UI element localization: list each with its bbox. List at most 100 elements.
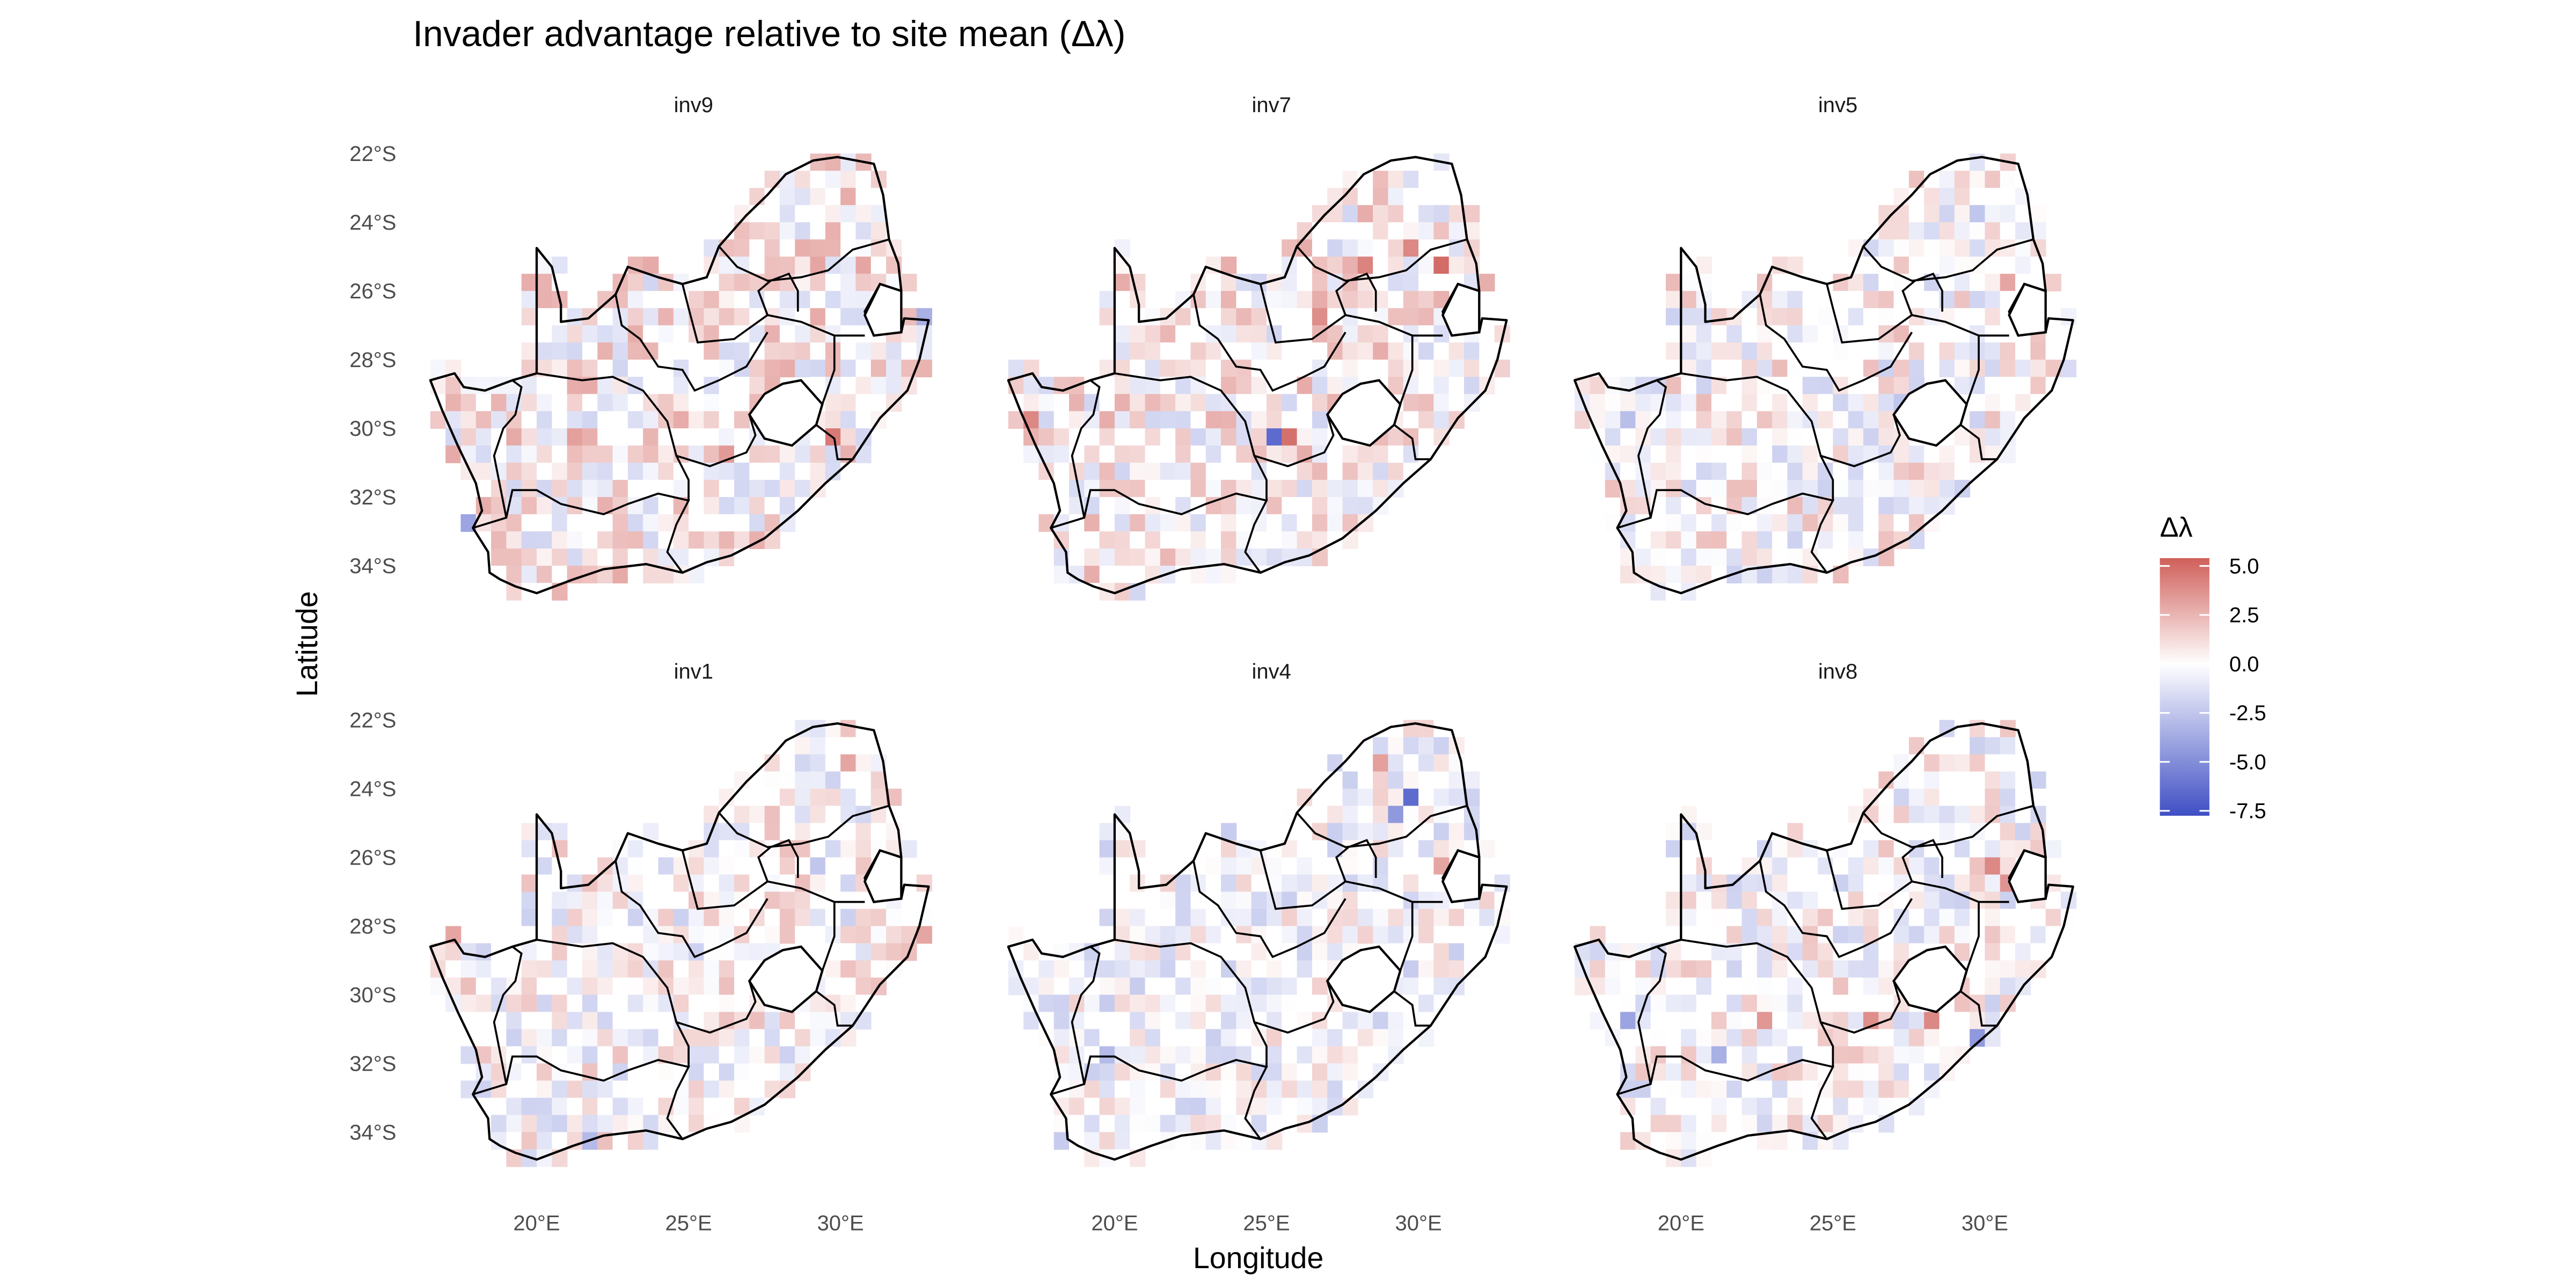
facet-label: inv5 [1818, 93, 1857, 117]
heatmap-cell [521, 514, 537, 532]
heatmap-cell [475, 1029, 492, 1047]
heatmap-cell [764, 239, 780, 258]
heatmap-cell [719, 1046, 735, 1064]
heatmap-cell [1236, 445, 1252, 464]
heatmap-cell [627, 977, 644, 996]
heatmap-cell [1666, 445, 1682, 464]
heatmap-cell [1772, 480, 1788, 498]
heatmap-cell [552, 342, 568, 361]
heatmap-cell [1114, 325, 1131, 343]
heatmap-cell [1863, 874, 1879, 892]
heatmap-cell [537, 239, 553, 258]
heatmap-cell [1236, 394, 1252, 412]
heatmap-cell [1681, 514, 1697, 532]
heatmap-cell [1954, 360, 1971, 378]
heatmap-cell [1772, 994, 1788, 1013]
heatmap-cell [1985, 943, 2001, 961]
heatmap-cell [1312, 411, 1328, 429]
heatmap-cell [1863, 411, 1879, 429]
heatmap-cell [1954, 737, 1971, 755]
heatmap-cell [491, 1115, 507, 1133]
heatmap-cell [1433, 891, 1450, 910]
heatmap-cell [825, 291, 841, 309]
heatmap-cell [870, 943, 887, 961]
heatmap-cell [1130, 1029, 1146, 1047]
heatmap-cell [460, 1046, 477, 1064]
heatmap-cell [1373, 771, 1389, 789]
heatmap-cell [1418, 1029, 1435, 1047]
heatmap-cell [475, 394, 492, 412]
heatmap-cell [1190, 1097, 1206, 1116]
heatmap-cell [582, 360, 598, 378]
heatmap-cell [1863, 857, 1879, 875]
heatmap-cell [445, 394, 462, 412]
heatmap-cell [597, 445, 613, 464]
province-border [1335, 272, 1377, 316]
heatmap-cell [1772, 428, 1788, 447]
heatmap-cell [1099, 1080, 1115, 1099]
heatmap-cell [1357, 222, 1374, 240]
heatmap-cell [1130, 377, 1146, 395]
heatmap-cell [704, 531, 720, 550]
heatmap-cell [1267, 977, 1283, 996]
heatmap-cell [658, 308, 674, 326]
heatmap-cell [643, 291, 659, 309]
heatmap-cell [1342, 1046, 1358, 1064]
heatmap-cell [689, 857, 705, 875]
heatmap-cell [627, 1097, 644, 1116]
heatmap-cell [689, 360, 705, 378]
heatmap-cell [1681, 857, 1697, 875]
heatmap-cell [1205, 926, 1221, 944]
heatmap-cell [825, 737, 841, 755]
heatmap-cell [1357, 909, 1374, 927]
heatmap-cell [795, 257, 811, 275]
heatmap-cell [810, 1029, 826, 1047]
heatmap-cell [1893, 1012, 1909, 1030]
heatmap-cell [567, 1097, 583, 1116]
heatmap-cell [1464, 360, 1480, 378]
heatmap-cell [1175, 308, 1191, 326]
heatmap-cell [1236, 874, 1252, 892]
heatmap-cell [1681, 531, 1697, 550]
heatmap-cell [658, 874, 674, 892]
heatmap-cell [1848, 342, 1864, 361]
heatmap-cell [1099, 1097, 1115, 1116]
heatmap-cell [1069, 531, 1085, 550]
heatmap-cell [1084, 531, 1100, 550]
heatmap-cell [1650, 463, 1666, 481]
heatmap-cell [521, 548, 537, 567]
heatmap-cell [825, 394, 841, 412]
heatmap-cell [704, 960, 720, 978]
heatmap-cell [1130, 874, 1146, 892]
heatmap-cell [1282, 428, 1298, 447]
country-outline [1007, 722, 1508, 1161]
heatmap-cell [612, 994, 628, 1013]
heatmap-cell [1418, 737, 1435, 755]
heatmap-cell [1924, 857, 1940, 875]
heatmap-cell [1666, 874, 1682, 892]
heatmap-cell [1650, 994, 1666, 1013]
heatmap-cell [1711, 1012, 1728, 1030]
heatmap-cell [825, 274, 841, 292]
heatmap-cell [597, 1029, 613, 1047]
heatmap-cell [1418, 222, 1435, 240]
heatmap-cell [1053, 445, 1070, 464]
heatmap-cell [1418, 291, 1435, 309]
heatmap-cell [1130, 891, 1146, 910]
heatmap-cell [1084, 1132, 1100, 1150]
heatmap-cell [673, 428, 689, 447]
heatmap-cell [1575, 360, 1591, 378]
heatmap-cell [1312, 514, 1328, 532]
heatmap-cell [1666, 531, 1682, 550]
heatmap-cell [689, 1046, 705, 1064]
color-legend: Δλ 5.02.50.0-2.5-5.0-7.5 [2160, 512, 2266, 823]
heatmap-cell [1681, 840, 1697, 858]
heatmap-cell [1863, 1097, 1879, 1116]
heatmap-cell [1267, 1097, 1283, 1116]
heatmap-cell [764, 342, 780, 361]
heatmap-cell [1878, 1046, 1894, 1064]
heatmap-cell [1099, 480, 1115, 498]
heatmap-cell [1175, 943, 1191, 961]
province-border [1616, 1055, 1835, 1140]
heatmap-cell [1433, 909, 1450, 927]
